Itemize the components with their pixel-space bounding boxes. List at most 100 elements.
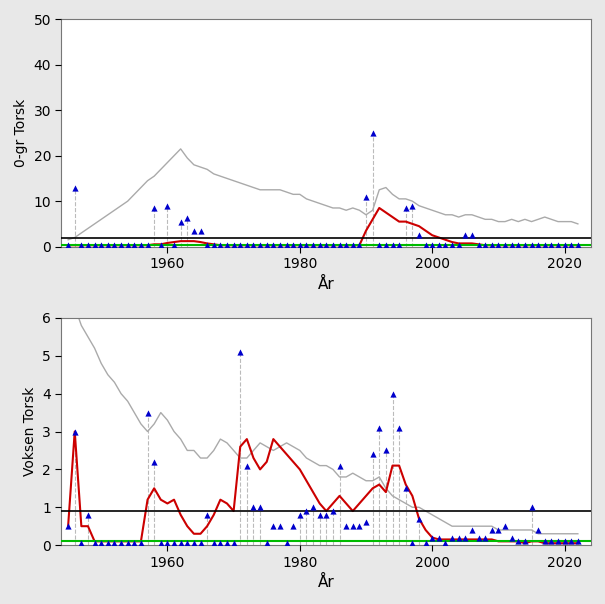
- Point: [546, 240, 556, 250]
- Point: [262, 538, 272, 548]
- Point: [494, 525, 503, 535]
- Point: [361, 518, 371, 527]
- Point: [76, 538, 86, 548]
- Point: [249, 503, 258, 512]
- Point: [275, 521, 285, 531]
- Point: [235, 347, 245, 357]
- Point: [440, 538, 450, 548]
- Point: [149, 457, 159, 467]
- Point: [116, 240, 126, 250]
- Point: [440, 240, 450, 250]
- Point: [183, 214, 192, 223]
- Point: [573, 240, 583, 250]
- Point: [96, 240, 106, 250]
- Point: [540, 536, 549, 546]
- Point: [269, 521, 278, 531]
- Point: [388, 389, 397, 399]
- Point: [123, 240, 132, 250]
- Point: [553, 536, 563, 546]
- Point: [235, 240, 245, 250]
- Point: [189, 538, 198, 548]
- Point: [328, 240, 338, 250]
- Point: [269, 240, 278, 250]
- Point: [83, 510, 93, 519]
- Point: [64, 240, 73, 250]
- Y-axis label: 0-gr Torsk: 0-gr Torsk: [14, 99, 28, 167]
- Point: [381, 446, 391, 455]
- Point: [90, 240, 99, 250]
- Point: [427, 240, 437, 250]
- Point: [527, 240, 537, 250]
- X-axis label: År: År: [318, 277, 335, 292]
- Point: [348, 240, 358, 250]
- Point: [308, 503, 318, 512]
- Point: [394, 423, 404, 432]
- Point: [249, 240, 258, 250]
- Point: [90, 538, 99, 548]
- Point: [507, 533, 517, 542]
- Point: [553, 240, 563, 250]
- Point: [520, 240, 530, 250]
- Point: [308, 240, 318, 250]
- Point: [487, 525, 497, 535]
- Point: [116, 538, 126, 548]
- Point: [500, 240, 510, 250]
- Point: [321, 510, 331, 519]
- Point: [335, 240, 344, 250]
- Point: [414, 514, 424, 524]
- Point: [295, 240, 305, 250]
- Point: [355, 240, 364, 250]
- Point: [149, 203, 159, 213]
- Point: [480, 240, 490, 250]
- Point: [255, 240, 265, 250]
- Point: [467, 525, 477, 535]
- Point: [560, 536, 569, 546]
- Point: [534, 525, 543, 535]
- Point: [560, 240, 569, 250]
- Point: [341, 240, 351, 250]
- Point: [388, 240, 397, 250]
- Point: [494, 240, 503, 250]
- Point: [176, 217, 186, 226]
- Point: [183, 538, 192, 548]
- X-axis label: År: År: [318, 575, 335, 590]
- Point: [467, 230, 477, 240]
- Point: [328, 506, 338, 516]
- Point: [96, 538, 106, 548]
- Point: [295, 510, 305, 519]
- Point: [361, 192, 371, 202]
- Point: [487, 240, 497, 250]
- Point: [163, 201, 172, 211]
- Point: [83, 240, 93, 250]
- Point: [355, 521, 364, 531]
- Point: [394, 240, 404, 250]
- Point: [255, 503, 265, 512]
- Point: [514, 240, 523, 250]
- Point: [282, 240, 292, 250]
- Point: [103, 538, 113, 548]
- Point: [110, 240, 119, 250]
- Point: [460, 230, 470, 240]
- Point: [447, 240, 457, 250]
- Point: [202, 510, 212, 519]
- Point: [420, 240, 430, 250]
- Point: [229, 538, 238, 548]
- Point: [408, 538, 417, 548]
- Point: [474, 240, 483, 250]
- Point: [76, 240, 86, 250]
- Point: [176, 538, 186, 548]
- Point: [520, 536, 530, 546]
- Point: [460, 533, 470, 542]
- Point: [408, 201, 417, 211]
- Point: [534, 240, 543, 250]
- Point: [454, 240, 463, 250]
- Point: [195, 226, 205, 236]
- Point: [341, 521, 351, 531]
- Point: [195, 538, 205, 548]
- Point: [368, 128, 378, 138]
- Point: [434, 533, 443, 542]
- Point: [315, 240, 324, 250]
- Point: [302, 506, 312, 516]
- Point: [222, 538, 232, 548]
- Point: [289, 521, 298, 531]
